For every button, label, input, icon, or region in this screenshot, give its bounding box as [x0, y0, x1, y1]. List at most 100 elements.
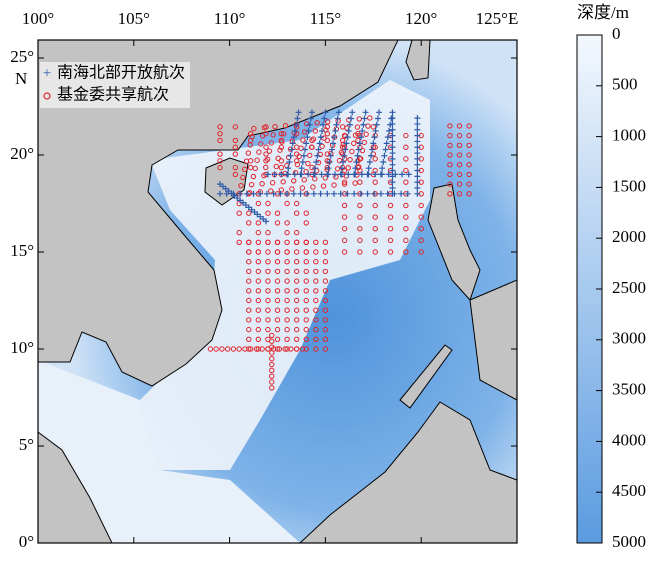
- station-shared: [284, 220, 290, 226]
- station-shared: [302, 129, 308, 135]
- station-shared: [301, 177, 307, 183]
- station-shared: [255, 317, 262, 323]
- station-shared: [207, 346, 214, 352]
- station-open: [284, 171, 291, 178]
- station-shared: [274, 336, 281, 342]
- station-open: [380, 158, 387, 165]
- station-open: [326, 158, 333, 165]
- station-shared: [456, 171, 463, 178]
- station-open: [325, 165, 332, 172]
- station-shared: [236, 239, 242, 246]
- station-shared: [265, 229, 271, 236]
- station-shared: [284, 200, 290, 207]
- lon-tick-label: 120°: [405, 9, 437, 28]
- station-open: [389, 190, 396, 197]
- station-shared: [246, 220, 252, 226]
- station-shared: [303, 278, 309, 284]
- station-shared: [357, 214, 363, 220]
- station-shared: [238, 182, 244, 189]
- station-shared: [268, 188, 274, 194]
- station-open: [399, 171, 406, 178]
- station-shared: [322, 175, 329, 181]
- station-shared: [354, 124, 361, 130]
- station-open: [376, 109, 383, 116]
- station-shared: [289, 186, 295, 192]
- station-open: [389, 120, 396, 127]
- station-shared: [341, 179, 348, 185]
- station-shared: [357, 249, 363, 255]
- station-shared: [276, 346, 283, 352]
- station-shared: [278, 130, 285, 137]
- station-shared: [255, 278, 262, 284]
- station-shared: [217, 130, 223, 137]
- station-shared: [254, 157, 260, 163]
- station-open: [389, 150, 396, 157]
- station-open: [294, 115, 301, 122]
- station-shared: [275, 155, 281, 161]
- station-open: [305, 127, 312, 134]
- station-shared: [247, 137, 254, 144]
- station-shared: [284, 249, 290, 255]
- legend-box: [40, 62, 190, 108]
- station-open: [352, 165, 359, 172]
- station-shared: [213, 346, 219, 352]
- colorbar-tick-label: 500: [612, 75, 638, 94]
- station-open: [217, 190, 224, 197]
- station-shared: [269, 350, 275, 356]
- station-open: [389, 155, 396, 162]
- station-shared: [372, 226, 378, 232]
- station-open: [334, 115, 341, 122]
- station-open: [314, 152, 321, 159]
- station-open: [298, 165, 305, 172]
- station-open: [377, 190, 384, 197]
- station-shared: [278, 187, 285, 193]
- station-shared: [357, 226, 363, 232]
- station-open: [324, 171, 331, 178]
- station-open: [310, 171, 317, 178]
- station-open: [361, 115, 368, 122]
- station-shared: [341, 226, 348, 232]
- station-open: [349, 109, 356, 116]
- station-shared: [310, 184, 316, 190]
- station-shared: [265, 249, 271, 255]
- station-shared: [372, 214, 378, 220]
- station-open: [340, 158, 347, 165]
- station-shared: [269, 338, 275, 344]
- station-shared: [313, 346, 319, 352]
- station-open: [237, 190, 244, 197]
- station-open: [284, 190, 291, 197]
- station-shared: [219, 346, 225, 352]
- station-open: [389, 126, 396, 133]
- station-shared: [466, 142, 472, 149]
- station-open: [398, 190, 405, 197]
- station-shared: [265, 288, 271, 294]
- station-open: [331, 171, 338, 178]
- station-shared: [322, 326, 329, 333]
- station-shared: [387, 202, 394, 209]
- lon-tick-label: 105°: [118, 9, 150, 28]
- station-shared: [284, 268, 290, 275]
- station-shared: [269, 180, 276, 186]
- lat-tick-label: 10°: [10, 338, 34, 357]
- station-shared: [293, 336, 300, 342]
- station-open: [389, 179, 396, 186]
- station-open: [322, 109, 329, 116]
- station-open: [414, 120, 421, 127]
- station-open: [330, 140, 337, 147]
- station-shared: [278, 164, 285, 171]
- station-shared: [284, 229, 290, 236]
- station-shared: [363, 131, 369, 137]
- station-shared: [303, 249, 309, 255]
- station-shared: [251, 125, 257, 132]
- station-shared: [293, 249, 300, 255]
- station-shared: [313, 268, 319, 275]
- station-shared: [447, 132, 453, 139]
- station-shared: [293, 278, 300, 284]
- station-shared: [313, 326, 319, 333]
- station-shared: [299, 346, 306, 352]
- station-shared: [303, 210, 309, 216]
- station-open: [365, 165, 372, 172]
- station-shared: [456, 142, 463, 149]
- colorbar-tick-label: 5000: [612, 532, 646, 551]
- station-shared: [263, 151, 269, 157]
